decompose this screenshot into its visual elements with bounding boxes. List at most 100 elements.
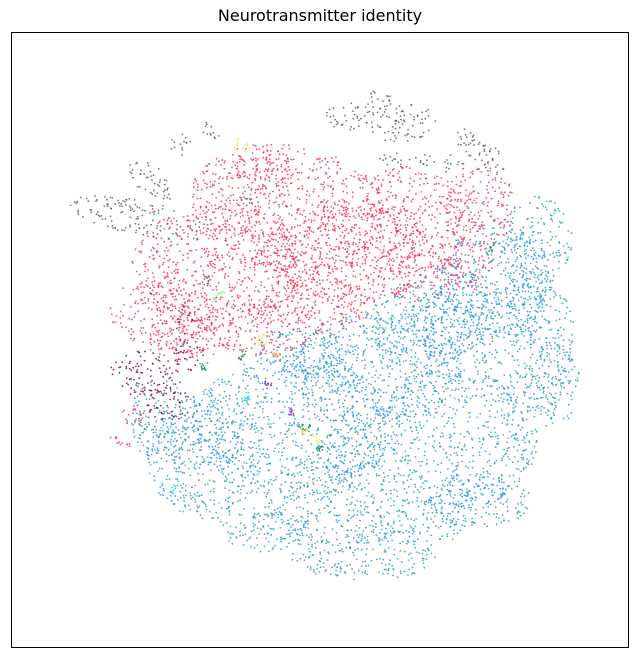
scatter-point [260, 317, 263, 319]
scatter-point [492, 483, 495, 486]
scatter-point [400, 386, 403, 389]
scatter-point [153, 340, 156, 343]
scatter-point [211, 265, 214, 268]
scatter-point [158, 266, 161, 269]
scatter-point [355, 315, 357, 318]
scatter-point [371, 186, 374, 189]
scatter-point [324, 224, 327, 226]
scatter-point [391, 438, 393, 440]
scatter-point [406, 322, 408, 325]
scatter-point [463, 435, 466, 438]
scatter-point [224, 431, 226, 434]
scatter-point [175, 263, 178, 266]
scatter-point [467, 195, 470, 198]
scatter-point [303, 152, 306, 155]
scatter-point [491, 267, 493, 270]
scatter-point [470, 506, 473, 509]
scatter-point [513, 456, 516, 458]
scatter-point [292, 252, 295, 255]
scatter-point [149, 338, 151, 340]
scatter-point [156, 307, 159, 310]
scatter-point [440, 236, 443, 238]
scatter-point [157, 331, 159, 334]
scatter-point [358, 241, 361, 244]
scatter-point [358, 285, 361, 288]
scatter-point [324, 228, 327, 231]
scatter-point [256, 163, 259, 166]
scatter-point [203, 252, 206, 254]
scatter-point [183, 319, 185, 322]
scatter-point [323, 213, 325, 216]
scatter-point [463, 226, 465, 228]
scatter-point [305, 284, 308, 286]
scatter-point [370, 121, 373, 124]
scatter-point [350, 125, 353, 128]
scatter-point [337, 287, 340, 289]
scatter-point [420, 460, 423, 463]
scatter-point [182, 330, 185, 332]
scatter-point [445, 382, 447, 385]
scatter-point [313, 341, 316, 344]
scatter-point [530, 463, 533, 465]
scatter-point [363, 250, 366, 253]
scatter-point [373, 301, 376, 303]
scatter-point [370, 183, 372, 186]
scatter-point [192, 333, 195, 335]
scatter-point [478, 259, 480, 262]
scatter-point [359, 326, 362, 328]
scatter-point [376, 264, 378, 267]
scatter-point [368, 445, 371, 448]
scatter-point [303, 355, 306, 358]
scatter-point [158, 348, 160, 351]
scatter-point [454, 222, 457, 224]
scatter-point [278, 314, 280, 316]
scatter-point [396, 495, 399, 498]
scatter-point [414, 173, 417, 176]
scatter-point [260, 310, 263, 313]
scatter-point [521, 453, 523, 456]
scatter-point [453, 503, 456, 506]
scatter-point [471, 437, 473, 440]
scatter-point [402, 119, 405, 122]
scatter-point [419, 177, 422, 180]
scatter-point [188, 312, 191, 315]
scatter-point [391, 359, 394, 362]
scatter-point [272, 190, 274, 193]
scatter-point [478, 437, 481, 440]
scatter-point [116, 229, 119, 232]
scatter-point [195, 249, 198, 251]
scatter-point [509, 213, 512, 216]
scatter-point [229, 209, 232, 212]
scatter-point [299, 330, 302, 332]
scatter-point [359, 238, 361, 241]
scatter-point [468, 411, 470, 414]
scatter-point [294, 256, 297, 259]
scatter-point [378, 388, 380, 391]
scatter-point [401, 315, 404, 318]
scatter-point [176, 233, 178, 236]
scatter-point [291, 242, 293, 245]
scatter-point [364, 364, 367, 366]
scatter-point [363, 241, 365, 244]
scatter-point [174, 272, 177, 274]
scatter-point [488, 459, 491, 462]
scatter-point [344, 229, 347, 232]
scatter-point [249, 330, 252, 333]
scatter-point [458, 285, 460, 288]
scatter-point [76, 211, 79, 213]
scatter-point [351, 301, 353, 304]
scatter-point [414, 222, 417, 225]
scatter-point [391, 221, 394, 224]
scatter-point [227, 341, 229, 344]
scatter-point [333, 308, 336, 311]
scatter-point [157, 222, 160, 225]
scatter-point [416, 298, 419, 301]
scatter-point [471, 246, 473, 249]
scatter-point [375, 237, 378, 240]
scatter-point [256, 317, 259, 319]
scatter-point [381, 405, 383, 408]
scatter-point [393, 247, 396, 250]
scatter-point [412, 410, 415, 412]
scatter-point [399, 293, 401, 296]
scatter-point [218, 160, 221, 163]
